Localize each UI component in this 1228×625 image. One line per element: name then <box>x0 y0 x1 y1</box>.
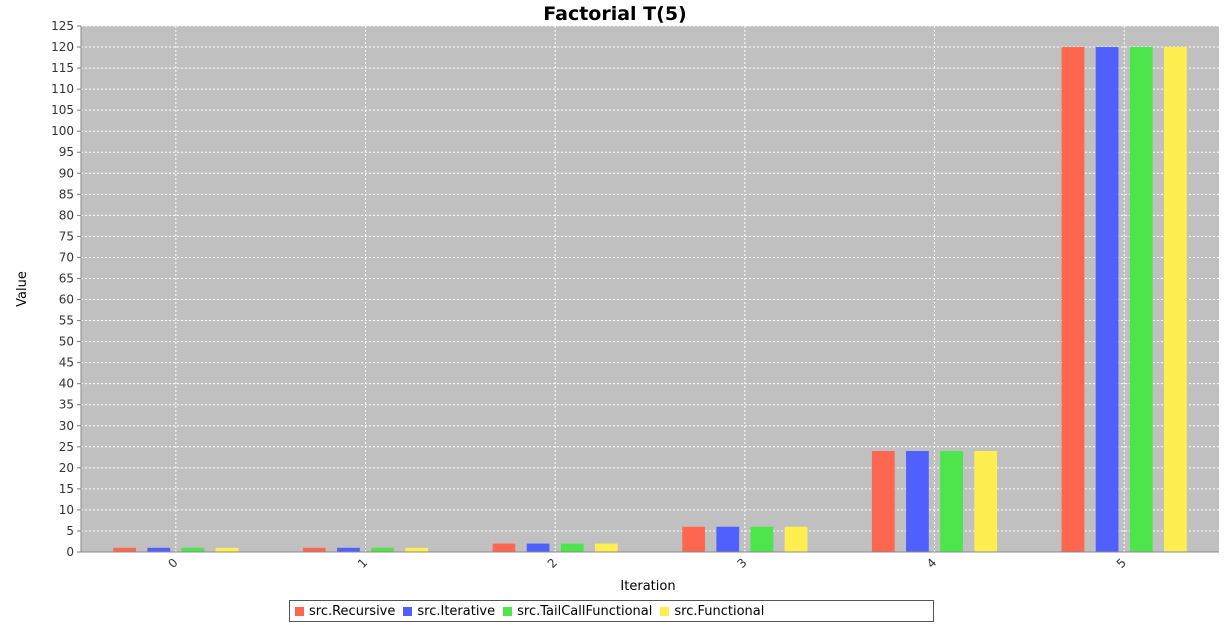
bar <box>337 547 360 552</box>
bar <box>147 547 171 552</box>
y-tick-label: 45 <box>59 356 74 370</box>
y-tick-label: 70 <box>59 250 74 264</box>
bar <box>1129 47 1153 552</box>
bar <box>871 451 895 552</box>
bar <box>974 451 998 552</box>
y-tick-label: 50 <box>59 335 74 349</box>
y-tick-label: 65 <box>59 271 74 285</box>
legend-label: src.TailCallFunctional <box>517 603 653 619</box>
x-tick-label: 2 <box>545 556 560 571</box>
legend-swatch <box>295 606 304 616</box>
bar <box>1163 47 1187 552</box>
plot-area <box>81 26 1219 552</box>
bar <box>526 543 550 552</box>
legend-swatch <box>403 606 413 616</box>
chart-title: Factorial T(5) <box>543 3 686 25</box>
legend-item: src.Functional <box>660 604 764 619</box>
bar <box>560 543 584 552</box>
y-tick-label: 100 <box>51 124 74 138</box>
legend-label: src.Iterative <box>417 603 496 619</box>
y-tick-label: 20 <box>59 461 74 475</box>
y-tick-label: 30 <box>59 419 74 433</box>
y-tick-label: 40 <box>59 377 74 391</box>
legend-swatch <box>660 606 670 616</box>
legend-swatch <box>503 606 513 616</box>
y-tick-label: 0 <box>66 545 74 559</box>
bar <box>784 526 808 552</box>
bars <box>113 47 1187 552</box>
x-tick-label: 0 <box>165 556 180 571</box>
y-tick-label: 55 <box>59 314 74 328</box>
bar <box>940 451 963 552</box>
bar <box>1095 47 1119 552</box>
bar <box>906 451 929 552</box>
legend-label: src.Functional <box>674 603 765 619</box>
x-tick-label: 1 <box>355 556 370 571</box>
y-tick-label: 15 <box>59 482 74 496</box>
legend-label: src.Recursive <box>309 603 396 619</box>
bar <box>682 526 706 552</box>
x-tick-label: 4 <box>924 556 939 571</box>
legend-item: src.Recursive <box>295 604 395 619</box>
y-tick-label: 60 <box>59 293 74 307</box>
y-tick-label: 85 <box>59 187 74 201</box>
y-tick-label: 90 <box>59 166 74 180</box>
bar <box>492 543 516 552</box>
x-axis-ticks: 0 1 2 3 4 5 <box>81 551 1219 571</box>
y-tick-label: 110 <box>51 82 74 96</box>
y-tick-label: 5 <box>66 524 74 538</box>
bar <box>405 547 429 552</box>
bar <box>371 547 394 552</box>
bar <box>1061 47 1085 552</box>
bar <box>215 547 239 552</box>
x-tick-label: 5 <box>1114 556 1129 571</box>
y-tick-label: 10 <box>59 503 74 517</box>
bar <box>113 547 137 552</box>
y-axis-label: Value <box>15 271 30 307</box>
x-axis-label: Iteration <box>620 579 675 594</box>
y-tick-label: 95 <box>59 145 74 159</box>
y-tick-label: 80 <box>59 208 74 222</box>
y-axis-ticks: 0 5 10 15 20 25 30 35 40 45 50 55 60 65 70 75 80 85 90 95 10… <box>51 19 82 559</box>
y-tick-label: 125 <box>51 19 74 33</box>
y-tick-label: 75 <box>59 229 74 243</box>
bar <box>181 547 205 552</box>
x-tick-label: 3 <box>734 556 749 571</box>
legend-item: src.Iterative <box>403 604 495 619</box>
bar <box>750 526 774 552</box>
bar <box>302 547 326 552</box>
gridlines <box>81 25 1219 552</box>
chart-legend: src.Recursive src.Iterative src.TailCallFu… <box>289 600 934 622</box>
y-tick-label: 105 <box>51 103 74 117</box>
y-tick-label: 25 <box>59 440 74 454</box>
bar <box>594 543 618 552</box>
y-tick-label: 115 <box>51 61 74 75</box>
y-tick-label: 35 <box>59 398 74 412</box>
bar <box>716 526 740 552</box>
y-tick-label: 120 <box>51 40 74 54</box>
legend-item: src.TailCallFunctional <box>503 604 652 619</box>
